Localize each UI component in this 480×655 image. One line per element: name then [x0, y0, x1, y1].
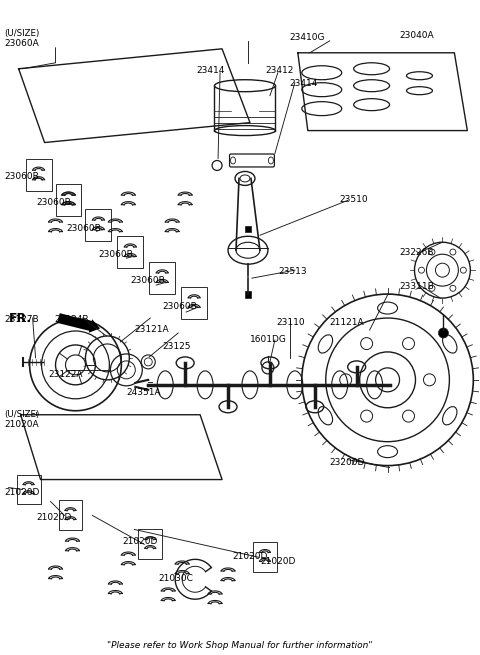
Text: 21020A: 21020A: [5, 420, 39, 429]
Text: 23200D: 23200D: [330, 458, 365, 466]
Text: 23412: 23412: [265, 66, 293, 75]
Text: 23060B: 23060B: [5, 172, 39, 181]
Bar: [181, 287, 207, 319]
Bar: [253, 542, 277, 572]
Text: 23311B: 23311B: [399, 282, 434, 291]
Circle shape: [438, 328, 448, 338]
Text: 23513: 23513: [278, 267, 307, 276]
Text: 21020D: 21020D: [122, 537, 158, 546]
Text: 23410G: 23410G: [290, 33, 325, 42]
Bar: [85, 210, 111, 241]
Text: 23414: 23414: [196, 66, 225, 75]
Text: 23125: 23125: [162, 342, 191, 351]
Text: (U/SIZE): (U/SIZE): [5, 410, 40, 419]
Text: 23040A: 23040A: [399, 31, 434, 40]
Text: 21121A: 21121A: [330, 318, 364, 327]
Text: 23060A: 23060A: [5, 39, 39, 48]
Text: 21020D: 21020D: [260, 557, 295, 567]
Text: 23124B: 23124B: [55, 315, 89, 324]
Bar: [25, 159, 51, 191]
Bar: [117, 236, 144, 268]
Bar: [138, 529, 162, 559]
Text: (U/SIZE): (U/SIZE): [5, 29, 40, 38]
Bar: [17, 475, 41, 504]
Text: 23510: 23510: [340, 195, 368, 204]
Text: 23414: 23414: [290, 79, 318, 88]
Text: 21020D: 21020D: [36, 514, 72, 523]
Bar: [245, 291, 251, 298]
Bar: [245, 226, 251, 233]
Text: 23060B: 23060B: [36, 198, 72, 208]
Text: FR.: FR.: [9, 312, 32, 325]
Text: 23110: 23110: [276, 318, 304, 327]
Text: "Please refer to Work Shop Manual for further information": "Please refer to Work Shop Manual for fu…: [107, 641, 373, 650]
FancyArrow shape: [57, 313, 100, 333]
Text: 23060B: 23060B: [67, 224, 101, 233]
Text: 1601DG: 1601DG: [250, 335, 287, 344]
Text: 21030C: 21030C: [158, 574, 193, 584]
Text: 23060B: 23060B: [130, 276, 165, 285]
Text: 23226B: 23226B: [399, 248, 434, 257]
Bar: [149, 262, 175, 294]
Bar: [59, 500, 83, 531]
Text: 23121A: 23121A: [134, 325, 169, 334]
Text: 23060B: 23060B: [98, 250, 133, 259]
Text: 21020D: 21020D: [232, 552, 267, 561]
Text: 24351A: 24351A: [126, 388, 161, 397]
Text: 23127B: 23127B: [5, 315, 39, 324]
Text: 21020D: 21020D: [5, 487, 40, 496]
Text: 23060B: 23060B: [162, 302, 197, 311]
Text: 23122A: 23122A: [48, 370, 83, 379]
Bar: [56, 185, 82, 216]
